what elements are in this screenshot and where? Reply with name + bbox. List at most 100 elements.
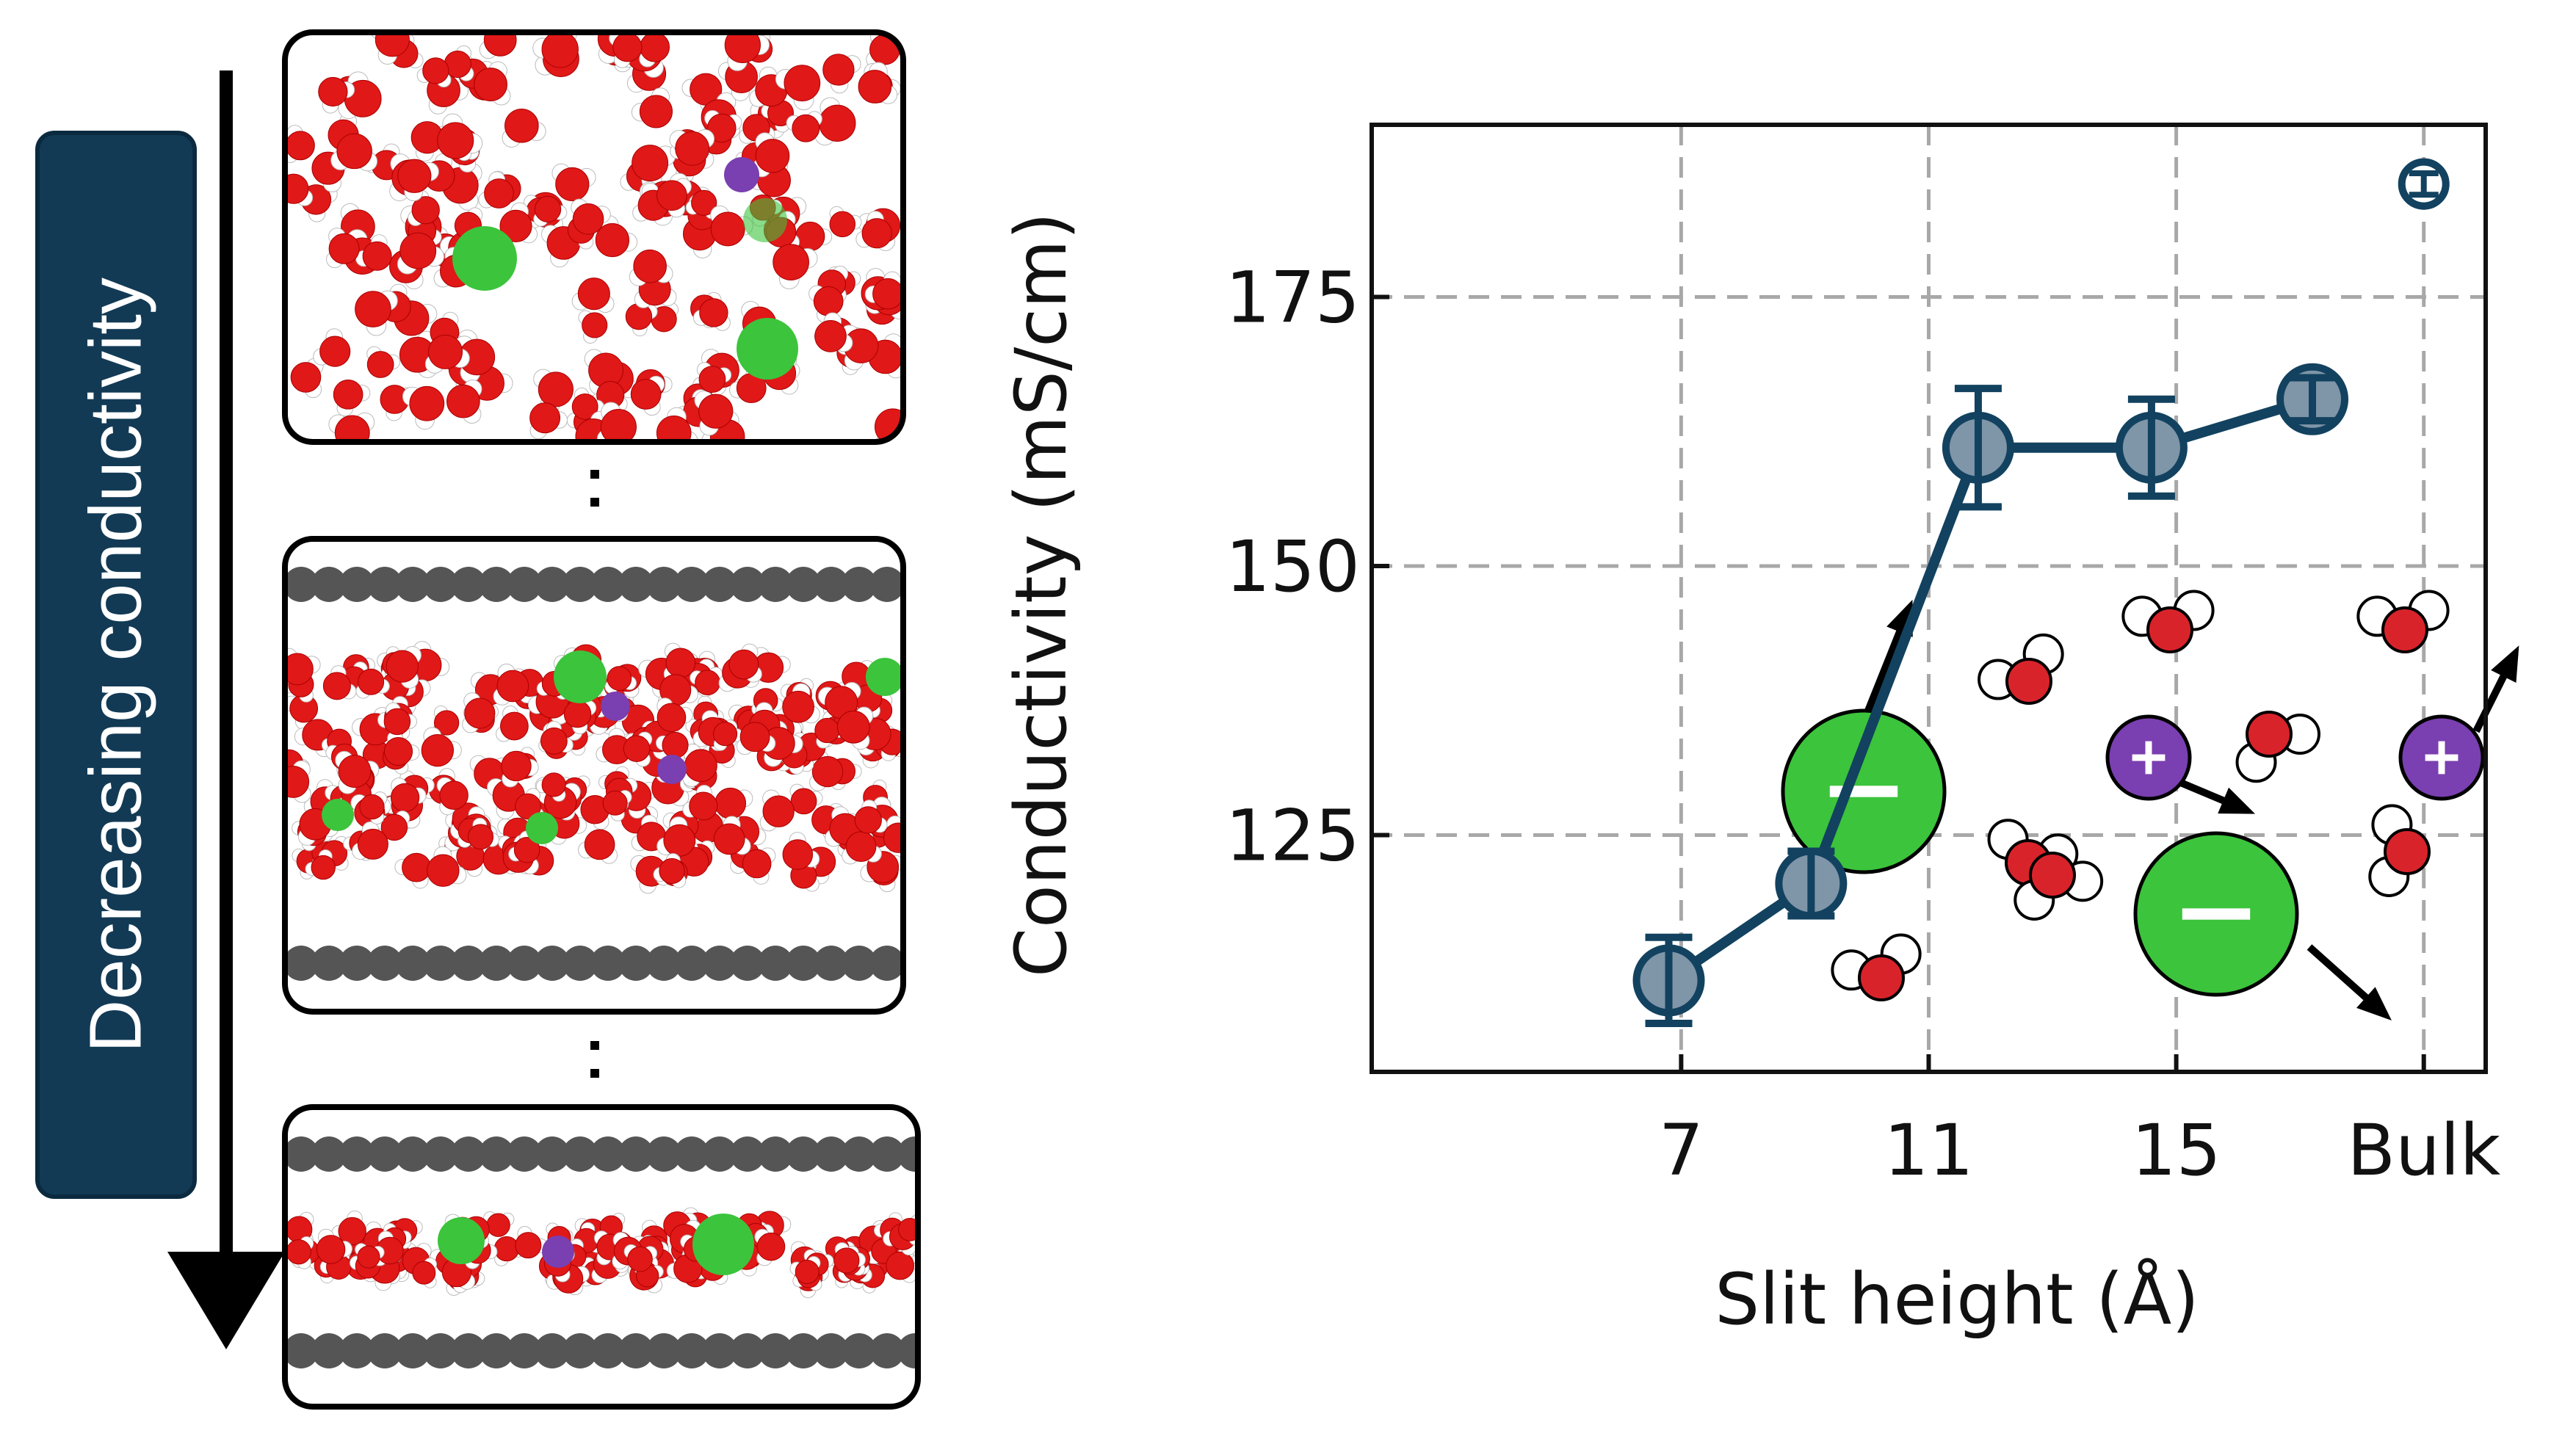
water-molecule xyxy=(305,849,336,880)
carbon-atom xyxy=(590,567,626,602)
carbon-atom xyxy=(618,1136,654,1172)
water-molecule xyxy=(759,789,795,832)
oxygen-atom xyxy=(338,1216,366,1246)
oxygen-atom xyxy=(595,222,629,258)
water-molecule xyxy=(499,202,538,244)
oxygen-atom xyxy=(499,209,532,242)
oxygen-atom xyxy=(886,1251,915,1280)
oxygen-atom xyxy=(540,727,568,755)
water-molecule xyxy=(386,645,422,689)
oxygen-atom xyxy=(493,1236,520,1262)
oxygen-atom xyxy=(336,133,372,170)
carbon-atom xyxy=(646,1333,681,1368)
oxygen-atom xyxy=(483,32,517,57)
oxygen-atom xyxy=(814,717,840,744)
carbon-atom xyxy=(339,946,375,981)
carbon-atom xyxy=(339,1333,375,1368)
water-molecule xyxy=(326,228,360,269)
ellipsis-1 xyxy=(590,470,599,507)
carbon-atom xyxy=(842,567,877,602)
water-molecule xyxy=(493,663,529,706)
carbon-atom xyxy=(395,946,430,981)
cation-arrow-1 xyxy=(2172,776,2256,814)
oxygen-atom xyxy=(773,244,809,280)
water-molecule xyxy=(663,642,696,683)
carbon-atom xyxy=(702,1136,737,1172)
water-molecule xyxy=(728,643,762,683)
water-molecule xyxy=(412,1257,438,1288)
anion-2 xyxy=(2133,831,2299,997)
carbon-atom xyxy=(842,946,877,981)
oxygen-atom xyxy=(724,32,761,63)
carbon-atom xyxy=(451,1136,486,1172)
carbon-atom xyxy=(786,1136,821,1172)
water-molecule xyxy=(623,731,653,767)
oxygen-atom xyxy=(699,298,728,327)
oxygen-atom xyxy=(675,131,710,166)
oxygen-atom xyxy=(602,790,628,816)
water-molecule xyxy=(669,129,715,166)
oxygen-atom xyxy=(811,755,844,788)
water-molecule xyxy=(604,666,637,695)
oxygen-atom xyxy=(399,232,437,269)
water-molecule xyxy=(761,727,803,767)
water-molecule xyxy=(653,857,687,888)
water-molecule xyxy=(355,290,398,336)
carbon-atom xyxy=(702,567,737,602)
carbon-atom xyxy=(367,567,402,602)
water-molecule xyxy=(330,133,378,172)
oxygen-atom xyxy=(822,54,855,86)
carbon-atom xyxy=(535,567,570,602)
water-molecule xyxy=(818,681,861,719)
chloride-ion xyxy=(692,1214,754,1275)
oxygen-atom xyxy=(541,772,566,797)
carbon-atom xyxy=(814,567,849,602)
panel-narrow-slit xyxy=(282,1104,921,1410)
water-molecule xyxy=(571,198,611,235)
chloride-ion xyxy=(438,1217,485,1264)
carbon-atom xyxy=(869,946,903,981)
data-point xyxy=(1942,385,2014,511)
water-molecule xyxy=(736,722,776,755)
oxygen-atom xyxy=(572,203,604,235)
oxygen-atom xyxy=(756,1232,786,1261)
water-molecule xyxy=(602,790,632,822)
water-molecule xyxy=(630,855,667,894)
oxygen-atom xyxy=(623,735,651,762)
oxygen-atom xyxy=(707,113,737,143)
water-molecule xyxy=(366,346,401,378)
cation-arrow-1-head xyxy=(2218,787,2256,814)
water-molecule xyxy=(782,832,820,870)
water-molecule xyxy=(773,244,818,290)
water-molecule xyxy=(724,32,770,71)
oxygen-atom xyxy=(359,794,385,820)
oxygen-atom xyxy=(402,852,431,882)
hydrogen-atom xyxy=(905,831,921,847)
oxygen-atom xyxy=(630,379,662,410)
water-molecule xyxy=(502,108,546,148)
water-molecule xyxy=(563,700,597,735)
water-molecule xyxy=(322,665,357,700)
water-molecule xyxy=(713,722,744,751)
inset-illustration xyxy=(1781,590,2519,1020)
oxygen-atom xyxy=(689,791,718,821)
water-molecule xyxy=(383,702,417,736)
water-molecule xyxy=(742,847,776,885)
water-molecule xyxy=(578,829,618,864)
inset-oxygen xyxy=(2005,658,2052,705)
oxygen-atom xyxy=(322,672,351,700)
chloride-ion xyxy=(554,650,607,703)
inset-water-molecule xyxy=(2356,590,2450,653)
oxygen-atom xyxy=(819,104,856,142)
inset-oxygen xyxy=(2381,606,2428,653)
water-molecule xyxy=(436,777,468,816)
cation-2-plus-v xyxy=(2438,741,2445,775)
water-molecule xyxy=(508,830,540,863)
carbon-atom xyxy=(311,1333,347,1368)
oxygen-atom xyxy=(386,650,419,683)
ellipsis-2 xyxy=(590,1041,599,1078)
decreasing-arrow-head xyxy=(167,1252,285,1349)
carbon-atom xyxy=(507,567,542,602)
